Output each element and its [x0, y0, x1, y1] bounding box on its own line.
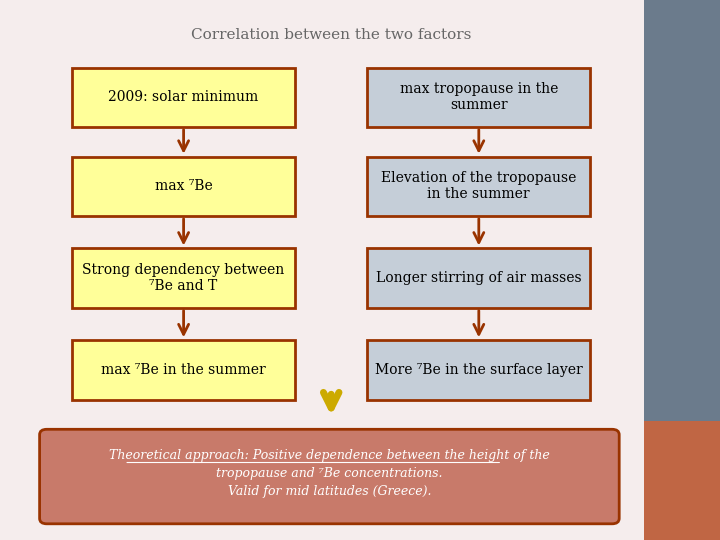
Text: 2009: solar minimum: 2009: solar minimum: [109, 90, 258, 104]
Text: max ⁷Be: max ⁷Be: [155, 179, 212, 193]
FancyBboxPatch shape: [367, 340, 590, 400]
Text: Strong dependency between
⁷Be and T: Strong dependency between ⁷Be and T: [83, 263, 284, 293]
Text: Theoretical approach: Positive dependence between the height of the
tropopause a: Theoretical approach: Positive dependenc…: [109, 449, 550, 498]
FancyBboxPatch shape: [367, 68, 590, 127]
FancyBboxPatch shape: [72, 68, 295, 127]
Text: Elevation of the tropopause
in the summer: Elevation of the tropopause in the summe…: [381, 171, 577, 201]
Text: max ⁷Be in the summer: max ⁷Be in the summer: [102, 363, 266, 377]
Bar: [644, 0, 720, 421]
FancyBboxPatch shape: [72, 157, 295, 216]
FancyBboxPatch shape: [40, 429, 619, 524]
Text: max tropopause in the
summer: max tropopause in the summer: [400, 82, 558, 112]
Text: Longer stirring of air masses: Longer stirring of air masses: [376, 271, 582, 285]
FancyBboxPatch shape: [367, 157, 590, 216]
FancyBboxPatch shape: [72, 340, 295, 400]
FancyBboxPatch shape: [367, 248, 590, 308]
FancyBboxPatch shape: [72, 248, 295, 308]
Text: More ⁷Be in the surface layer: More ⁷Be in the surface layer: [375, 363, 582, 377]
Bar: [644, 421, 720, 540]
Text: Correlation between the two factors: Correlation between the two factors: [191, 28, 472, 42]
